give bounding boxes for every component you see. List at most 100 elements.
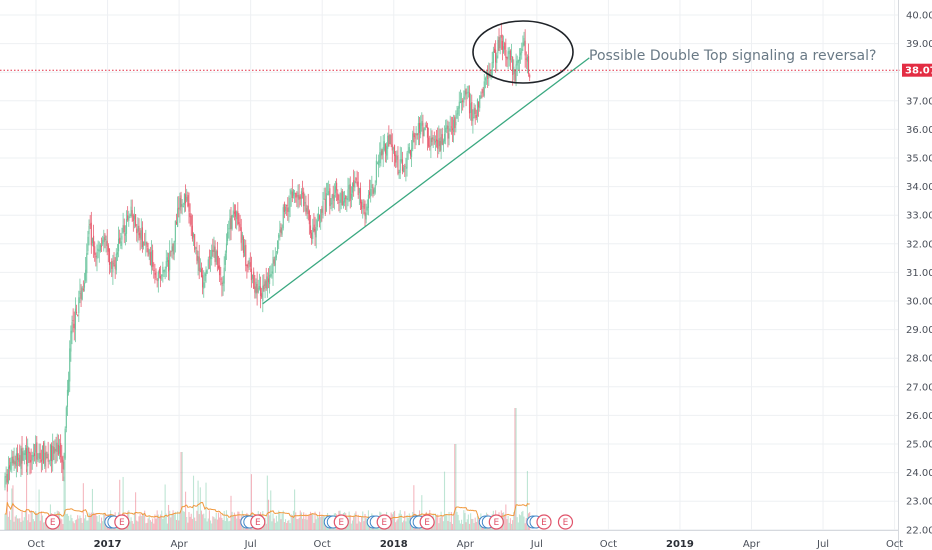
candle-body (478, 101, 480, 108)
candle-body (30, 459, 32, 463)
candle-body (87, 236, 89, 251)
volume-bar (43, 522, 45, 530)
price-axis[interactable]: 22.00 23.00 24.00 25.00 26.00 27.00 28.00 29.00… (898, 0, 932, 550)
volume-bar (14, 516, 16, 530)
volume-bar (275, 515, 277, 530)
earnings-marker[interactable] (45, 514, 61, 530)
y-tick-label: 29.00 (906, 325, 932, 336)
volume-bar (97, 521, 99, 530)
candle-body (428, 137, 430, 147)
volume-bar (526, 470, 528, 530)
candle-body (133, 215, 136, 220)
candle-body (252, 274, 254, 279)
volume-bar (443, 471, 446, 530)
candle-body (48, 460, 50, 462)
volume-bar (35, 511, 37, 530)
candle-body (467, 91, 469, 93)
time-axis[interactable]: Oct 2017 Apr Jul Oct 2018 Apr Jul Oct 2019 Apr Jul O… (0, 530, 903, 550)
candle-body (91, 238, 93, 244)
volume-bar (70, 514, 72, 530)
candle-body (414, 135, 416, 139)
candle-body (275, 255, 277, 258)
volume-bar (215, 512, 217, 530)
candle-body (462, 100, 464, 103)
volume-bar (451, 523, 454, 530)
volume-bar (170, 517, 172, 530)
candle-body (320, 209, 322, 223)
candle-body (305, 204, 307, 214)
earnings-marker[interactable] (250, 514, 266, 530)
candle-body (323, 198, 325, 200)
y-tick-label: 24.00 (906, 468, 932, 479)
candle-body (82, 288, 84, 291)
earnings-marker[interactable] (488, 514, 504, 530)
earnings-marker-upcoming[interactable] (557, 514, 574, 530)
volume-bar (466, 519, 468, 530)
volume-bar (320, 517, 322, 530)
candle-body (196, 249, 198, 261)
earnings-marker[interactable] (376, 514, 392, 530)
candle-body (374, 184, 376, 193)
y-tick-label: 35.00 (906, 154, 932, 165)
candle-body (496, 55, 498, 64)
candle-body (167, 260, 170, 272)
double-top-annotation[interactable]: Possible Double Top signaling a reversal… (589, 48, 876, 64)
volume-bar (350, 523, 352, 530)
candle-body (415, 133, 417, 136)
candle-body (223, 267, 225, 284)
candle-body (513, 66, 515, 74)
volume-bar (406, 515, 408, 530)
candle-body (265, 280, 267, 288)
earnings-marker[interactable] (333, 514, 349, 530)
earnings-marker-label: E (493, 518, 499, 528)
candle-body (278, 234, 280, 238)
earnings-marker[interactable] (536, 514, 552, 530)
volume-bar (23, 517, 25, 530)
volume-bar (87, 520, 89, 530)
volume-bar (160, 514, 162, 530)
volume-bar (213, 517, 215, 530)
candle-body (347, 189, 349, 201)
earnings-marker[interactable] (419, 514, 435, 530)
volume-bar (167, 504, 170, 530)
candle-body (120, 241, 122, 246)
volume-bar (185, 491, 187, 530)
candle-body (281, 228, 283, 235)
candle-body (392, 148, 394, 150)
candle-body (64, 428, 66, 459)
volume-bar (69, 520, 71, 530)
candle-body (229, 218, 231, 230)
candle-body (373, 189, 375, 194)
candle-body (181, 204, 183, 207)
trendline[interactable] (262, 57, 590, 305)
double-top-circle[interactable] (472, 20, 574, 84)
volume-bar (400, 514, 402, 530)
candle-body (35, 443, 37, 453)
volume-bar (462, 523, 464, 530)
volume-bar (147, 518, 149, 530)
earnings-marker[interactable] (114, 514, 130, 530)
candle-body (69, 348, 71, 382)
volume-bar (138, 516, 140, 530)
candle-body (228, 228, 230, 230)
volume-bar (279, 512, 281, 530)
candle-body (404, 165, 406, 167)
candle-body (79, 291, 81, 294)
candle-body (461, 101, 463, 103)
candle-body (152, 250, 154, 267)
candle-body (433, 139, 435, 141)
candle-body (471, 101, 473, 121)
volume-bar (521, 511, 523, 530)
volume-bar (475, 521, 477, 530)
candle-body (145, 241, 147, 245)
volume-bar (440, 511, 442, 530)
candle-body (5, 476, 7, 478)
candle-body (212, 249, 214, 252)
candle-body (505, 50, 507, 59)
candle-body (43, 442, 45, 464)
volume-bar (294, 489, 296, 530)
volume-bar (306, 519, 308, 530)
candle-body (483, 81, 485, 96)
volume-bar (83, 518, 86, 530)
